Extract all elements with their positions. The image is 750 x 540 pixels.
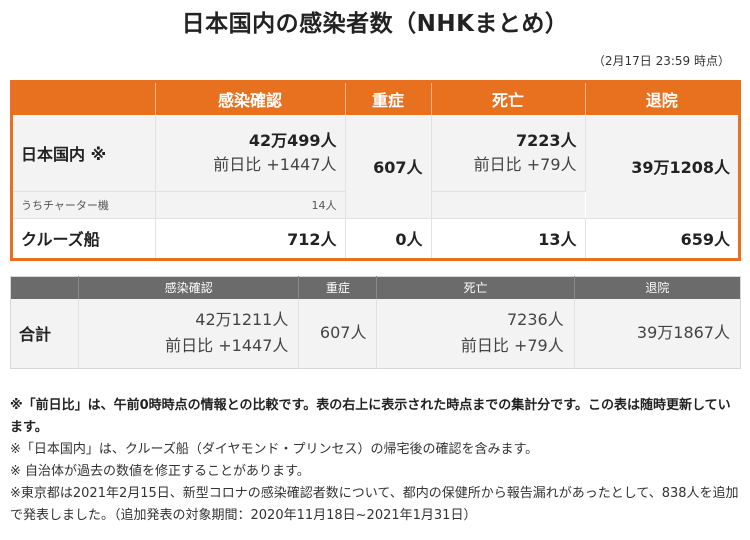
japan-infected-delta: 前日比 +1447人 xyxy=(213,154,337,174)
table-row-charter: うちチャーター機 14人 xyxy=(13,191,738,219)
total-deaths: 7236人 xyxy=(507,310,564,330)
header-infected: 感染確認 xyxy=(155,83,346,115)
cruise-recovered: 659人 xyxy=(585,218,738,258)
total-header-severe: 重症 xyxy=(298,276,378,299)
total-header-recovered: 退院 xyxy=(574,276,741,299)
row-label-total: 合計 xyxy=(10,298,80,369)
japan-infected-cell: 42万499人 前日比 +1447人 xyxy=(155,115,346,192)
total-deaths-cell: 7236人 前日比 +79人 xyxy=(376,298,575,369)
main-stats-table: 感染確認 重症 死亡 退院 日本国内 ※ 42万499人 前日比 +1447人 … xyxy=(10,80,741,261)
cruise-deaths: 13人 xyxy=(431,218,586,258)
header-deaths: 死亡 xyxy=(431,83,586,115)
japan-severe: 607人 xyxy=(345,115,432,219)
header-recovered: 退院 xyxy=(585,83,738,115)
total-header-infected: 感染確認 xyxy=(78,276,300,299)
total-stats-table: 感染確認 重症 死亡 退院 合計 42万1211人 前日比 +1447人 607… xyxy=(10,276,741,369)
header-empty xyxy=(13,83,156,115)
header-severe: 重症 xyxy=(345,83,432,115)
table-row-japan: 日本国内 ※ 42万499人 前日比 +1447人 607人 7223人 前日比… xyxy=(13,115,738,219)
total-deaths-delta: 前日比 +79人 xyxy=(460,336,564,356)
cruise-severe: 0人 xyxy=(345,218,432,258)
total-table-header-row: 感染確認 重症 死亡 退院 xyxy=(10,276,741,299)
table-row-cruise: クルーズ船 712人 0人 13人 659人 xyxy=(13,218,738,258)
page-title: 日本国内の感染者数（NHKまとめ） xyxy=(181,11,569,37)
japan-deaths-cell: 7223人 前日比 +79人 xyxy=(431,115,586,192)
row-label-japan: 日本国内 ※ xyxy=(13,115,156,192)
main-table-header-row: 感染確認 重症 死亡 退院 xyxy=(13,83,738,115)
cruise-infected: 712人 xyxy=(155,218,346,258)
note-4: ※東京都は2021年2月15日、新型コロナの感染確認者数について、都内の保健所か… xyxy=(10,486,739,523)
japan-deaths: 7223人 xyxy=(515,130,577,150)
charter-infected: 14人 xyxy=(155,191,346,219)
japan-infected: 42万499人 xyxy=(248,130,337,150)
table-row-total: 合計 42万1211人 前日比 +1447人 607人 7236人 前日比 +7… xyxy=(10,298,741,369)
total-infected-delta: 前日比 +1447人 xyxy=(165,336,289,356)
total-header-deaths: 死亡 xyxy=(376,276,575,299)
row-label-charter: うちチャーター機 xyxy=(13,191,156,219)
total-infected: 42万1211人 xyxy=(195,310,289,330)
japan-recovered: 39万1208人 xyxy=(585,115,738,219)
note-2: ※「日本国内」は、クルーズ船（ダイヤモンド・プリンセス）の帰宅後の確認を含みます… xyxy=(10,442,539,457)
notes-section: ※「前日比」は、午前0時時点の情報との比較です。表の右上に表示された時点までの集… xyxy=(10,395,740,527)
total-severe: 607人 xyxy=(298,298,378,369)
row-label-cruise: クルーズ船 xyxy=(13,218,156,258)
total-infected-cell: 42万1211人 前日比 +1447人 xyxy=(78,298,300,369)
total-header-empty xyxy=(10,276,80,299)
note-1: ※「前日比」は、午前0時時点の情報との比較です。表の右上に表示された時点までの集… xyxy=(10,398,731,435)
japan-deaths-delta: 前日比 +79人 xyxy=(473,154,577,174)
note-3: ※ 自治体が過去の数値を修正することがあります。 xyxy=(10,464,310,479)
charter-deaths-empty xyxy=(431,191,585,219)
timestamp: （2月17日 23:59 時点） xyxy=(592,54,730,68)
total-recovered: 39万1867人 xyxy=(574,298,741,369)
